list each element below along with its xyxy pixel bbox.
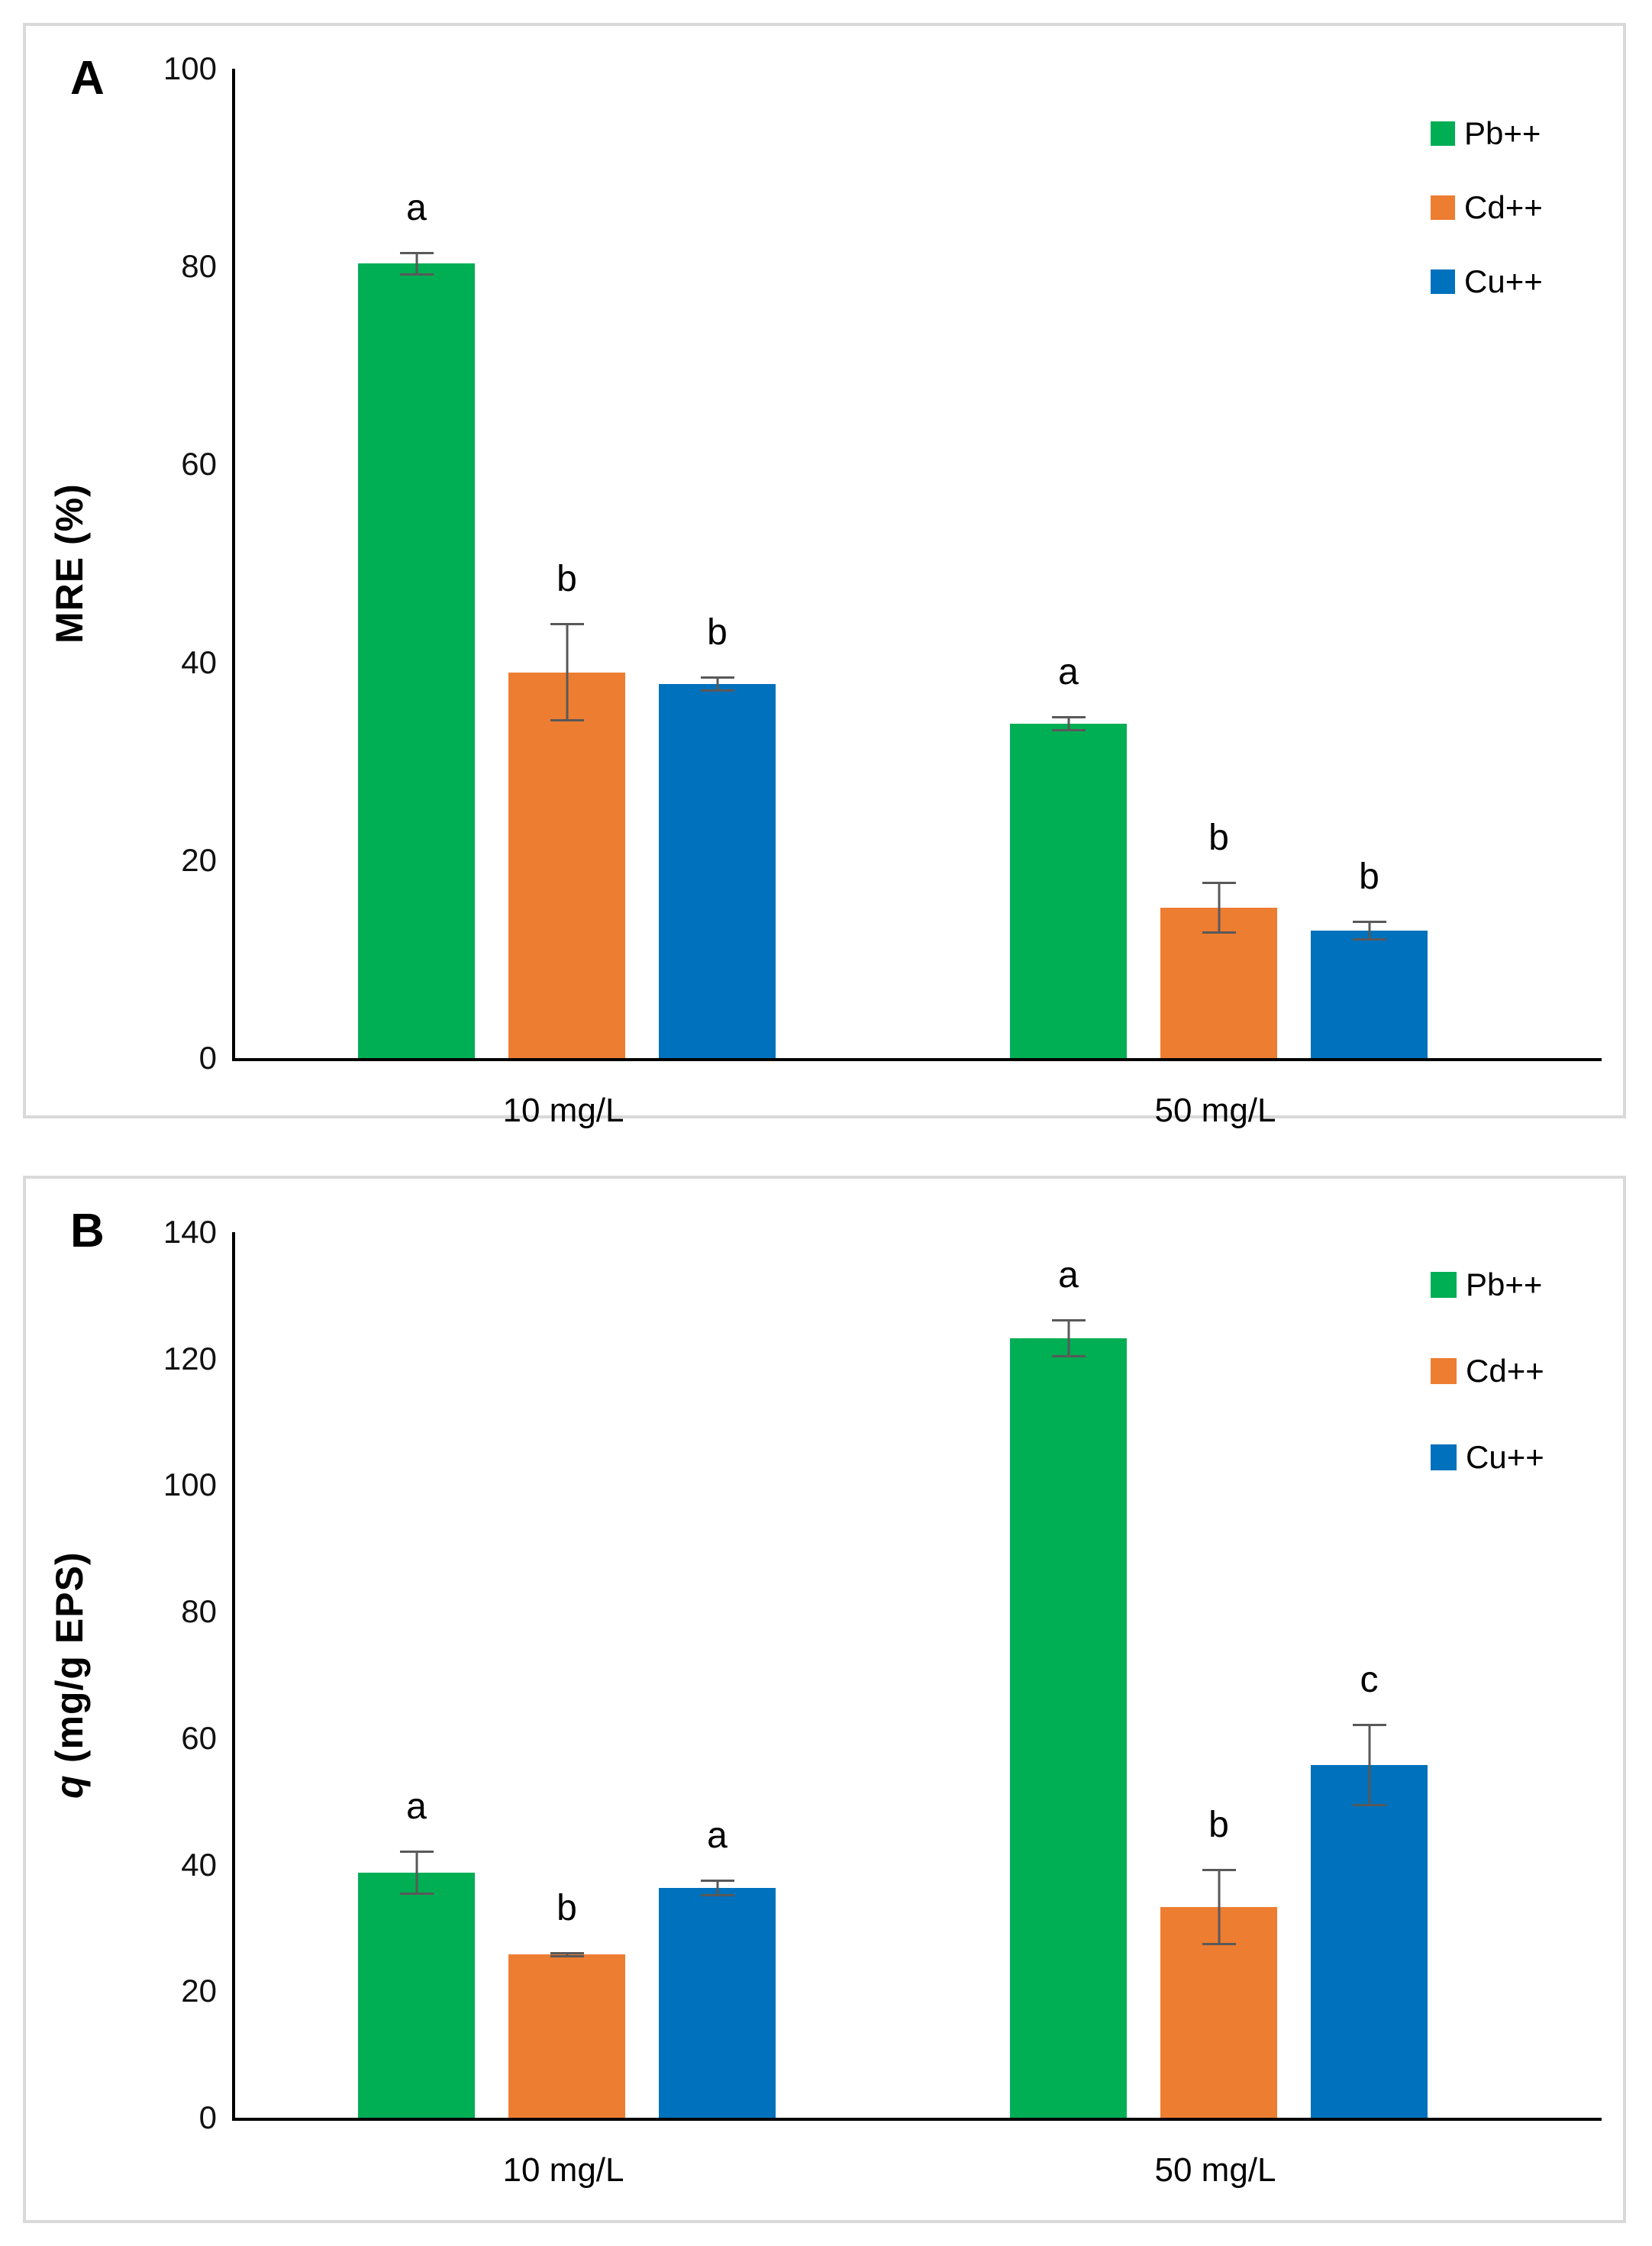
bar-Cu-10mg/L — [659, 684, 776, 1058]
x-category-label: 50 mg/L — [1154, 2151, 1276, 2189]
bar-Cu-50mg/L — [1311, 1764, 1428, 2118]
y-tick-label: 20 — [181, 1973, 217, 2009]
significance-letter: c — [1360, 1659, 1379, 1700]
error-bar — [1202, 882, 1236, 934]
y-tick-label: 40 — [181, 644, 217, 680]
bar-Cd-10mg/L — [508, 1954, 625, 2118]
significance-letter: a — [1058, 651, 1079, 692]
error-bar — [550, 1951, 584, 1957]
error-bar — [1352, 1723, 1386, 1806]
significance-letter: b — [707, 612, 728, 653]
y-tick-label: 40 — [181, 1846, 217, 1883]
y-tick-label: 60 — [181, 1719, 217, 1756]
y-axis-title-a: MRE (%) — [48, 483, 91, 644]
bar-Pb-10mg/L — [358, 263, 475, 1058]
legend-item-Cu: Cu++ — [1431, 266, 1543, 298]
legend-item-Cd: Cd++ — [1431, 1355, 1544, 1387]
y-tick-label: 60 — [181, 446, 217, 482]
legend-swatch-icon — [1431, 121, 1455, 146]
error-bar — [1352, 920, 1386, 941]
significance-letter: a — [1058, 1255, 1079, 1296]
error-bar — [700, 676, 734, 692]
panel-a-label: A — [70, 52, 105, 105]
error-bar — [1051, 715, 1086, 732]
error-bar — [399, 1850, 434, 1895]
y-tick-label: 0 — [198, 1040, 217, 1076]
legend-item-Cu: Cu++ — [1431, 1441, 1544, 1473]
significance-letter: b — [1359, 856, 1379, 897]
legend-item-Pb: Pb++ — [1431, 1269, 1542, 1301]
y-tick-label: 100 — [163, 1467, 217, 1503]
y-tick-label: 120 — [163, 1340, 217, 1376]
legend-label: Pb++ — [1466, 1267, 1543, 1302]
y-tick-label: 20 — [181, 841, 217, 878]
bar-Pb-10mg/L — [358, 1872, 475, 2118]
legend-swatch-icon — [1431, 1358, 1457, 1384]
y-tick-label: 0 — [198, 2099, 217, 2135]
legend-label: Cd++ — [1466, 1353, 1544, 1389]
panel-a-chart: A MRE (%) 0 20 40 60 80 100 a a b b b b 10 mg/L 50 … — [23, 23, 1626, 1129]
significance-letter: a — [406, 1786, 427, 1827]
significance-letter: a — [406, 187, 427, 228]
bar-Pb-50mg/L — [1010, 1338, 1127, 2118]
error-bar — [1051, 1319, 1086, 1358]
legend-swatch-icon — [1431, 269, 1455, 294]
x-category-label: 10 mg/L — [502, 1092, 624, 1129]
significance-letter: b — [557, 558, 577, 599]
legend-swatch-icon — [1431, 195, 1455, 220]
bar-Pb-50mg/L — [1010, 723, 1127, 1058]
error-bar — [700, 1880, 734, 1896]
x-category-label: 10 mg/L — [502, 2151, 624, 2189]
significance-letter: b — [1208, 1805, 1229, 1846]
error-bar — [1202, 1869, 1236, 1945]
bar-Cd-10mg/L — [508, 672, 625, 1058]
y-tick-label: 100 — [163, 50, 217, 86]
bar-Cu-50mg/L — [1311, 930, 1428, 1058]
error-bar — [399, 251, 434, 276]
y-tick-label: 80 — [181, 248, 217, 285]
legend-label: Pb++ — [1464, 115, 1541, 151]
legend-label: Cd++ — [1464, 189, 1543, 225]
significance-letter: b — [557, 1887, 577, 1928]
error-bar — [550, 622, 584, 722]
legend-label: Cu++ — [1464, 263, 1543, 299]
y-tick-label: 80 — [181, 1593, 217, 1630]
bar-Cu-10mg/L — [659, 1888, 776, 2118]
legend-item-Cd: Cd++ — [1431, 192, 1543, 224]
legend-swatch-icon — [1431, 1444, 1457, 1470]
legend-swatch-icon — [1431, 1272, 1457, 1298]
legend-label: Cu++ — [1466, 1439, 1544, 1475]
y-tick-label: 140 — [163, 1214, 217, 1250]
significance-letter: a — [707, 1815, 728, 1857]
significance-letter: b — [1208, 818, 1229, 859]
plot-area-b: a a b b a c — [232, 1232, 1602, 2121]
x-category-label: 50 mg/L — [1154, 1092, 1276, 1129]
panel-b-label: B — [70, 1205, 105, 1257]
plot-area-a: a a b b b b — [232, 69, 1602, 1061]
legend-item-Pb: Pb++ — [1431, 118, 1541, 150]
